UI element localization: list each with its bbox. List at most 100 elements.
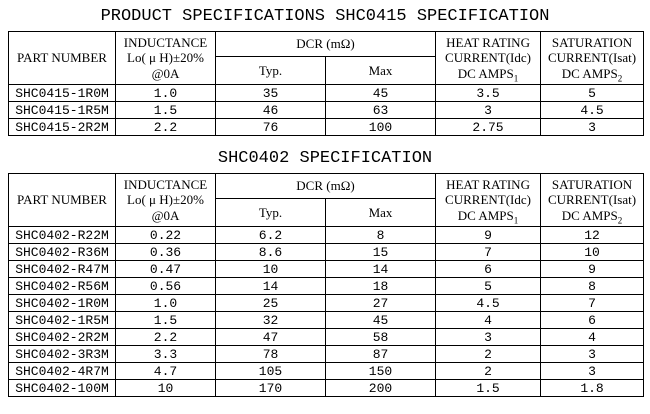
value-cell: 6 [435,260,542,278]
table-row: SHC0402-3R3M 3.3 78 87 2 3 [8,345,645,363]
value-cell: 2.75 [435,118,542,136]
value-cell: 9 [540,260,645,278]
table-row: SHC0402-4R7M 4.7 105 150 2 3 [8,362,645,380]
col-header-heat-rating: HEAT RATING CURRENT(Idc) DC AMPS1 [435,31,542,85]
part-number-cell: SHC0402-1R0M [8,294,116,312]
heat-rating-line1: HEAT RATING [446,35,530,50]
part-number-cell: SHC0402-R22M [8,226,116,244]
amps-subscript-1: 1 [513,73,519,84]
inductance-line1: INDUCTANCE [123,35,208,50]
table-row: SHC0402-R47M 0.47 10 14 6 9 [8,260,645,278]
value-cell: 58 [324,328,437,346]
value-cell: 200 [324,379,437,397]
part-number-cell: SHC0402-R47M [8,260,116,278]
value-cell: 8 [324,226,437,244]
col-header-inductance: INDUCTANCE Lo( μ H)±20% @0A [115,31,216,85]
part-number-cell: SHC0402-1R5M [8,311,116,329]
spec0415-body: SHC0415-1R0M 1.0 35 45 3.5 5 SHC0415-1R5M 1.5 46… [8,84,645,136]
second-table-title: SHC0402 SPECIFICATION [217,149,433,168]
part-number-cell: SHC0415-2R2M [8,118,116,136]
value-cell: 46 [215,101,326,119]
col-header-dcr-typ: Typ. [215,198,326,227]
table-row: SHC0415-1R0M 1.0 35 45 3.5 5 [8,84,645,102]
value-cell: 14 [324,260,437,278]
col-header-saturation: SATURATION CURRENT(Isat) DC AMPS2 [540,173,645,227]
inductance-line2: Lo( μ H)±20% [127,192,204,208]
value-cell: 2.2 [115,328,216,346]
value-cell: 8.6 [215,243,326,261]
spec0402-table: PART NUMBER INDUCTANCE Lo( μ H)±20% @0A … [8,173,645,397]
col-header-dcr-group: DCR (mΩ) [214,173,437,199]
value-cell: 47 [215,328,326,346]
value-cell: 2.2 [115,118,216,136]
inductance-line2: Lo( μ H)±20% [127,50,204,66]
value-cell: 0.47 [115,260,216,278]
value-cell: 1.5 [435,379,542,397]
value-cell: 8 [540,277,645,295]
inductance-line3: @0A [151,65,180,81]
saturation-line1: SATURATION [551,177,633,192]
value-cell: 3 [435,101,542,119]
saturation-line2: CURRENT(Isat) [547,50,637,66]
value-cell: 4 [435,311,542,329]
saturation-line1: SATURATION [551,35,633,50]
value-cell: 63 [324,101,437,119]
table-row: SHC0402-R22M 0.22 6.2 8 9 12 [8,226,645,244]
value-cell: 10 [215,260,326,278]
value-cell: 4.5 [435,294,542,312]
saturation-line2: CURRENT(Isat) [547,192,637,208]
saturation-line3: DC AMPS2 [561,207,623,226]
table-row: SHC0402-R36M 0.36 8.6 15 7 10 [8,243,645,261]
value-cell: 105 [215,362,326,380]
amps-subscript-1: 1 [513,215,519,226]
value-cell: 1.0 [115,84,216,102]
value-cell: 170 [215,379,326,397]
page-title: PRODUCT SPECIFICATIONS SHC0415 SPECIFICA… [100,7,550,26]
value-cell: 3.5 [435,84,542,102]
value-cell: 45 [324,311,437,329]
table-row: SHC0402-1R5M 1.5 32 45 4 6 [8,311,645,329]
value-cell: 150 [324,362,437,380]
value-cell: 1.0 [115,294,216,312]
value-cell: 32 [215,311,326,329]
value-cell: 9 [435,226,542,244]
value-cell: 5 [540,84,645,102]
table-row: SHC0402-100M 10 170 200 1.5 1.8 [8,379,645,397]
value-cell: 6 [540,311,645,329]
table-row: SHC0402-2R2M 2.2 47 58 3 4 [8,328,645,346]
value-cell: 2 [435,362,542,380]
part-number-cell: SHC0402-2R2M [8,328,116,346]
value-cell: 45 [324,84,437,102]
col-header-part-number: PART NUMBER [8,31,116,85]
value-cell: 1.5 [115,311,216,329]
value-cell: 4.5 [540,101,645,119]
part-number-cell: SHC0402-3R3M [8,345,116,363]
value-cell: 10 [540,243,645,261]
table-row: SHC0415-1R5M 1.5 46 63 3 4.5 [8,101,645,119]
value-cell: 35 [215,84,326,102]
col-header-dcr-max: Max [324,198,437,227]
value-cell: 3.3 [115,345,216,363]
value-cell: 3 [435,328,542,346]
value-cell: 0.22 [115,226,216,244]
spec0415-header: PART NUMBER INDUCTANCE Lo( μ H)±20% @0A … [8,31,645,85]
col-header-heat-rating: HEAT RATING CURRENT(Idc) DC AMPS1 [435,173,542,227]
value-cell: 14 [215,277,326,295]
part-number-cell: SHC0402-100M [8,379,116,397]
value-cell: 12 [540,226,645,244]
value-cell: 27 [324,294,437,312]
part-number-cell: SHC0415-1R0M [8,84,116,102]
value-cell: 100 [324,118,437,136]
value-cell: 7 [435,243,542,261]
value-cell: 3 [540,345,645,363]
col-header-inductance: INDUCTANCE Lo( μ H)±20% @0A [115,173,216,227]
spec0415-table: PART NUMBER INDUCTANCE Lo( μ H)±20% @0A … [8,31,645,136]
value-cell: 18 [324,277,437,295]
value-cell: 78 [215,345,326,363]
value-cell: 1.8 [540,379,645,397]
value-cell: 3 [540,362,645,380]
value-cell: 87 [324,345,437,363]
value-cell: 6.2 [215,226,326,244]
spec0402-body: SHC0402-R22M 0.22 6.2 8 9 12 SHC0402-R36M 0.36 8… [8,226,645,397]
value-cell: 15 [324,243,437,261]
